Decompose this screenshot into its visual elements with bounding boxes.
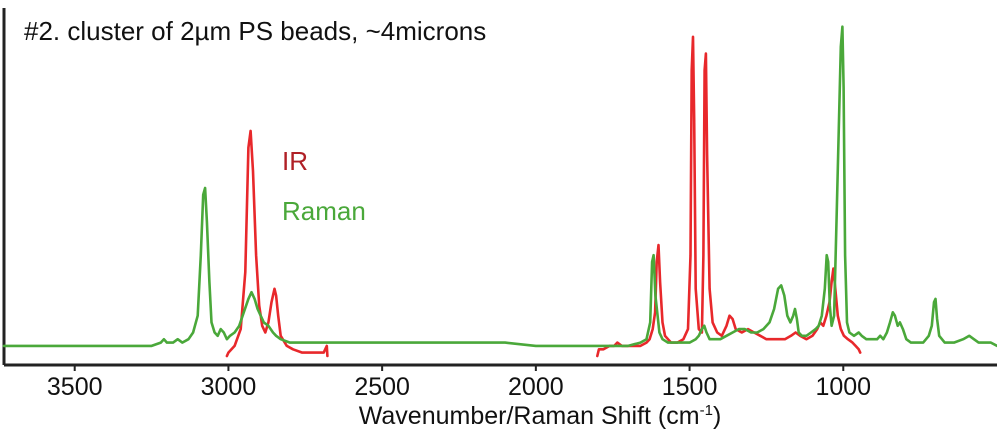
x-tick-label: 2000: [508, 373, 564, 401]
x-tick-label: 3000: [201, 373, 257, 401]
series-layer: [2, 25, 997, 358]
x-axis-label-end: ): [713, 402, 721, 430]
legend-raman-label: Raman: [282, 196, 366, 226]
series-ir-line-1: [595, 35, 862, 358]
series-raman-line-0: [2, 25, 997, 348]
x-tick-label: 2500: [354, 373, 410, 401]
chart-title: #2. cluster of 2µm PS beads, ~4microns: [24, 16, 486, 46]
x-axis-label: Wavenumber/Raman Shift (cm-1): [359, 402, 722, 430]
x-axis-label-sup: -1: [700, 402, 713, 419]
x-axis-label-main: Wavenumber/Raman Shift (cm: [359, 402, 700, 430]
legend-ir-label: IR: [282, 146, 308, 176]
series-ir-line-0: [225, 129, 329, 358]
series-ir: [225, 35, 862, 358]
x-tick-label: 1500: [662, 373, 718, 401]
x-tick-label: 1000: [815, 373, 871, 401]
x-tick-layer: 3500 3000 2500 2000 1500 1000: [47, 365, 871, 401]
series-raman: [2, 25, 997, 348]
x-tick-label: 3500: [47, 373, 103, 401]
